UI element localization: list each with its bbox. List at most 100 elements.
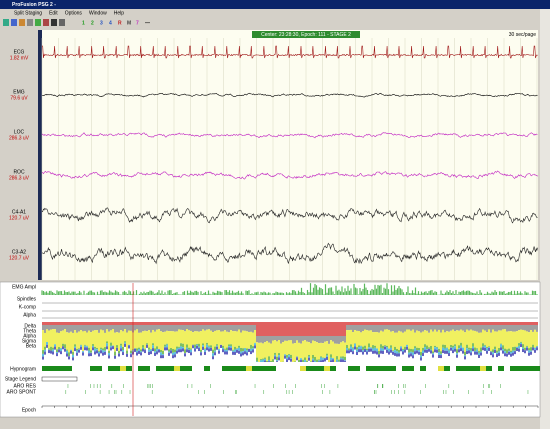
spectrum-cell: [508, 331, 510, 348]
spectrum-cell: [72, 325, 74, 333]
spectrum-cell: [140, 349, 142, 351]
spectrum-cell: [130, 354, 132, 357]
tool-icon[interactable]: [27, 19, 33, 26]
spectrum-cell: [228, 344, 230, 346]
spectrum-cell: [218, 322, 220, 325]
spectrum-cell: [146, 331, 148, 343]
spectrum-cell: [176, 325, 178, 331]
stage-button[interactable]: R: [118, 20, 122, 26]
tool-icon[interactable]: [35, 19, 41, 26]
spectrum-cell: [164, 347, 166, 350]
spectrum-cell: [398, 353, 400, 356]
spectrum-cell: [336, 344, 338, 356]
spectrum-cell: [276, 341, 278, 356]
stage-button[interactable]: —: [145, 20, 150, 26]
spectrum-cell: [412, 355, 414, 358]
spectrum-cell: [418, 331, 420, 348]
spectrum-cell: [490, 322, 492, 325]
spectrum-cell: [60, 348, 62, 351]
spectrum-cell: [212, 350, 214, 354]
stage-button[interactable]: 3: [100, 20, 103, 26]
spectrum-cell: [234, 331, 236, 347]
spectrum-cell: [298, 343, 300, 360]
spectrum-cell: [326, 336, 328, 341]
hypno-block: [516, 366, 522, 371]
spectrum-cell: [180, 330, 182, 343]
spectrum-cell: [268, 343, 270, 357]
menu-item[interactable]: Help: [114, 10, 125, 16]
stage-button[interactable]: 4: [109, 20, 112, 26]
tool-icon[interactable]: [43, 19, 49, 26]
spectrum-cell: [470, 348, 472, 351]
spectrum-cell: [366, 330, 368, 348]
spectrum-cell: [262, 322, 264, 336]
spectrum-cell: [502, 325, 504, 329]
spectrum-cell: [372, 322, 374, 325]
spectrum-cell: [308, 322, 310, 336]
hypno-block: [222, 366, 228, 371]
spectrum-cell: [212, 325, 214, 332]
spectrum-cell: [536, 347, 538, 350]
tool-icon[interactable]: [19, 19, 25, 26]
spectrum-cell: [102, 348, 104, 350]
menu-item[interactable]: Edit: [49, 10, 58, 16]
spectrum-cell: [238, 351, 240, 354]
spectrum-cell: [372, 351, 374, 354]
spectrum-cell: [172, 331, 174, 349]
spectrum-cell: [424, 350, 426, 353]
spectrum-cell: [254, 322, 256, 325]
tool-icon[interactable]: [11, 19, 17, 26]
tool-icon[interactable]: [51, 19, 57, 26]
stage-button[interactable]: M: [127, 20, 131, 26]
spectrum-cell: [392, 331, 394, 350]
spectrum-cell: [196, 325, 198, 331]
spectrum-cell: [72, 322, 74, 325]
spectrum-cell: [266, 336, 268, 341]
spectrum-cell: [498, 353, 500, 356]
spectrum-cell: [106, 341, 108, 343]
spectrum-cell: [246, 352, 248, 355]
spectrum-cell: [520, 330, 522, 342]
tool-icon[interactable]: [3, 19, 9, 26]
spectrum-cell: [388, 322, 390, 325]
stage-button[interactable]: 1: [82, 20, 85, 26]
hypno-block: [372, 366, 378, 371]
spectrum-cell: [110, 325, 112, 330]
spectrum-cell: [294, 361, 296, 362]
stage-button[interactable]: 2: [91, 20, 94, 26]
spectrum-cell: [448, 350, 450, 353]
stage-button[interactable]: 7: [136, 20, 139, 26]
overview-label: ARO SPONT: [7, 389, 36, 395]
spectrum-cell: [190, 331, 192, 349]
spectrum-cell: [440, 322, 442, 325]
spectrum-cell: [50, 330, 52, 347]
spectrum-cell: [236, 331, 238, 348]
spectrum-cell: [510, 322, 512, 325]
spectrum-cell: [444, 348, 446, 350]
spectrum-cell: [412, 322, 414, 325]
menu-item[interactable]: Split Staging: [14, 10, 42, 16]
spectrum-cell: [512, 332, 514, 347]
spectrum-cell: [96, 349, 98, 350]
spectrum-cell: [96, 350, 98, 353]
spectrum-cell: [418, 322, 420, 325]
spectrum-cell: [298, 322, 300, 336]
spectrum-cell: [172, 349, 174, 353]
spectrum-cell: [226, 350, 228, 351]
spectrum-cell: [60, 331, 62, 348]
menu-item[interactable]: Window: [89, 10, 107, 16]
spectrum-cell: [518, 330, 520, 343]
spectrum-cell: [270, 336, 272, 343]
spectrum-cell: [458, 331, 460, 346]
menu-item[interactable]: Options: [65, 10, 83, 16]
spectrum-cell: [482, 343, 484, 346]
tool-icon[interactable]: [59, 19, 65, 26]
spectrum-cell: [480, 352, 482, 353]
spectrum-cell: [358, 349, 360, 352]
spectrum-cell: [216, 330, 218, 344]
spectrum-cell: [198, 344, 200, 347]
spectrum-cell: [134, 349, 136, 352]
spectrum-cell: [402, 325, 404, 333]
spectrum-cell: [442, 330, 444, 345]
spectrum-cell: [242, 322, 244, 325]
